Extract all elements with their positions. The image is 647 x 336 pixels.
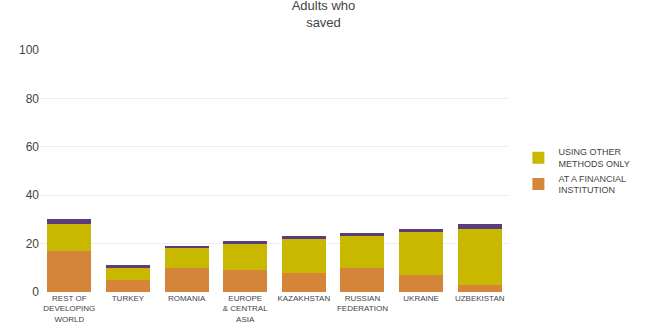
svg-text:KAZAKHSTAN: KAZAKHSTAN bbox=[277, 294, 330, 303]
svg-text:EUROPE& CENTRALASIA: EUROPE& CENTRALASIA bbox=[223, 294, 268, 324]
svg-text:UZBEKISTAN: UZBEKISTAN bbox=[455, 294, 505, 303]
svg-text:80: 80 bbox=[26, 92, 40, 106]
svg-text:0: 0 bbox=[32, 285, 39, 299]
svg-text:40: 40 bbox=[26, 188, 40, 202]
svg-text:20: 20 bbox=[26, 237, 40, 251]
svg-text:ROMANIA: ROMANIA bbox=[168, 294, 206, 303]
svg-text:100: 100 bbox=[19, 43, 39, 57]
svg-text:Adults whosaved: Adults whosaved bbox=[292, 0, 356, 30]
svg-text:TURKEY: TURKEY bbox=[112, 294, 145, 303]
svg-text:60: 60 bbox=[26, 140, 40, 154]
svg-text:AT A FINANCIALINSTITUTION: AT A FINANCIALINSTITUTION bbox=[558, 174, 626, 196]
svg-text:UKRAINE: UKRAINE bbox=[403, 294, 439, 303]
svg-text:RUSSIANFEDERATION: RUSSIANFEDERATION bbox=[337, 294, 388, 313]
svg-text:USING OTHERMETHODS ONLY: USING OTHERMETHODS ONLY bbox=[558, 147, 629, 169]
svg-text:REST OFDEVELOPINGWORLD: REST OFDEVELOPINGWORLD bbox=[43, 294, 95, 324]
